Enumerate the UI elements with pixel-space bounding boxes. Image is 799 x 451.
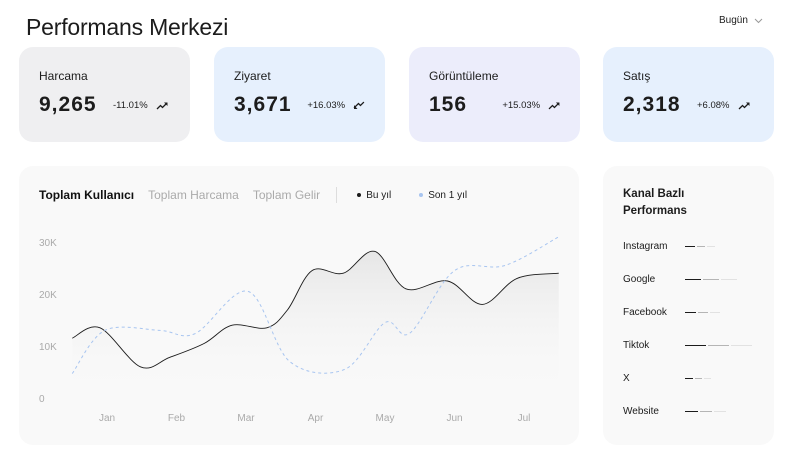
bar-segment <box>695 378 702 379</box>
x-tick-label: Apr <box>308 413 324 424</box>
stat-card: Satış 2,318 +6.08% <box>603 47 774 142</box>
stat-label: Satış <box>623 69 651 83</box>
series-line-bu-yil <box>72 250 559 369</box>
x-tick-label: Mar <box>237 413 255 424</box>
stat-label: Ziyaret <box>234 69 271 83</box>
bar-segment <box>685 411 698 412</box>
channel-title: Kanal Bazlı Performans <box>623 188 687 217</box>
bar-segment <box>708 345 729 346</box>
y-tick-label: 0 <box>39 394 45 405</box>
series-area <box>72 251 559 398</box>
stat-card: Görüntüleme 156 +15.03% <box>409 47 580 142</box>
stat-value: 3,671 <box>234 93 292 116</box>
bar-segment <box>685 345 706 346</box>
channel-row: Instagram <box>623 241 715 252</box>
channel-bar <box>685 378 711 379</box>
x-tick-label: Jun <box>446 413 462 424</box>
channel-bar <box>685 279 737 280</box>
channel-bar <box>685 312 720 313</box>
stat-value: 9,265 <box>39 93 97 116</box>
page-title: Performans Merkezi <box>26 14 229 40</box>
bar-segment <box>731 345 752 346</box>
y-tick-label: 10K <box>39 342 57 353</box>
stat-change: +15.03% <box>502 99 541 111</box>
bar-segment <box>707 246 715 247</box>
stat-label: Görüntüleme <box>429 69 499 83</box>
channel-name: X <box>623 373 630 384</box>
bar-segment <box>685 378 693 379</box>
bar-segment <box>697 246 705 247</box>
stat-card: Ziyaret 3,671 +16.03% <box>214 47 385 142</box>
bar-segment <box>703 279 719 280</box>
x-tick-label: May <box>376 413 395 424</box>
trend-up-icon <box>156 102 168 109</box>
channel-panel: Kanal Bazlı Performans Instagram Google … <box>603 166 774 445</box>
channel-name: Facebook <box>623 307 667 318</box>
x-tick-label: Feb <box>168 413 186 424</box>
x-tick-label: Jan <box>99 413 115 424</box>
stat-value: 156 <box>429 93 468 116</box>
chart-tabs: Toplam Kullanıcı Toplam Harcama Toplam G… <box>39 187 495 203</box>
date-range-dropdown[interactable]: Bugün <box>719 15 763 26</box>
channel-name: Instagram <box>623 241 668 252</box>
channel-name: Website <box>623 406 659 417</box>
series-line-son-1-yil <box>71 236 559 374</box>
stat-label: Harcama <box>39 69 88 83</box>
tab-toplam-gelir[interactable]: Toplam Gelir <box>252 188 321 202</box>
tab-toplam-kullanici[interactable]: Toplam Kullanıcı <box>39 188 135 202</box>
channel-row: Google <box>623 274 737 285</box>
bar-segment <box>685 312 696 313</box>
bar-segment <box>698 312 708 313</box>
line-chart: 0 10K 20K 30K Jan Feb Mar Apr May Jun Jul <box>39 236 559 424</box>
bar-segment <box>700 411 712 412</box>
bar-segment <box>710 312 720 313</box>
stat-value: 2,318 <box>623 93 681 116</box>
trend-up-icon <box>738 102 749 109</box>
channel-row: X <box>623 373 711 384</box>
channel-row: Tiktok <box>623 340 752 351</box>
stat-change: +6.08% <box>697 99 730 111</box>
channel-row: Website <box>623 406 726 417</box>
channel-name: Tiktok <box>623 340 650 351</box>
stat-card: Harcama 9,265 -11.01% <box>19 47 190 142</box>
channel-bar <box>685 246 715 247</box>
legend-son-1-yil: Son 1 yıl <box>419 190 467 201</box>
bar-segment <box>704 378 711 379</box>
x-tick-label: Jul <box>518 413 531 424</box>
tab-toplam-harcama[interactable]: Toplam Harcama <box>148 188 239 202</box>
bar-segment <box>685 279 701 280</box>
channel-bar <box>685 345 752 346</box>
legend-bu-yil: Bu yıl <box>357 190 391 201</box>
y-tick-label: 30K <box>39 238 57 249</box>
stat-change: -11.01% <box>113 99 148 111</box>
date-range-label: Bugün <box>719 15 748 26</box>
channel-name: Google <box>623 274 656 285</box>
stat-change: +16.03% <box>307 99 346 111</box>
channel-bar <box>685 411 726 412</box>
divider <box>336 187 338 203</box>
bar-segment <box>721 279 737 280</box>
channel-row: Facebook <box>623 307 720 318</box>
trend-down-icon <box>353 101 365 109</box>
bar-segment <box>685 246 695 247</box>
trend-up-icon <box>548 102 560 109</box>
chart-panel: Toplam Kullanıcı Toplam Harcama Toplam G… <box>19 166 579 445</box>
y-tick-label: 20K <box>39 290 57 301</box>
chevron-down-icon <box>754 18 763 23</box>
bar-segment <box>714 411 726 412</box>
